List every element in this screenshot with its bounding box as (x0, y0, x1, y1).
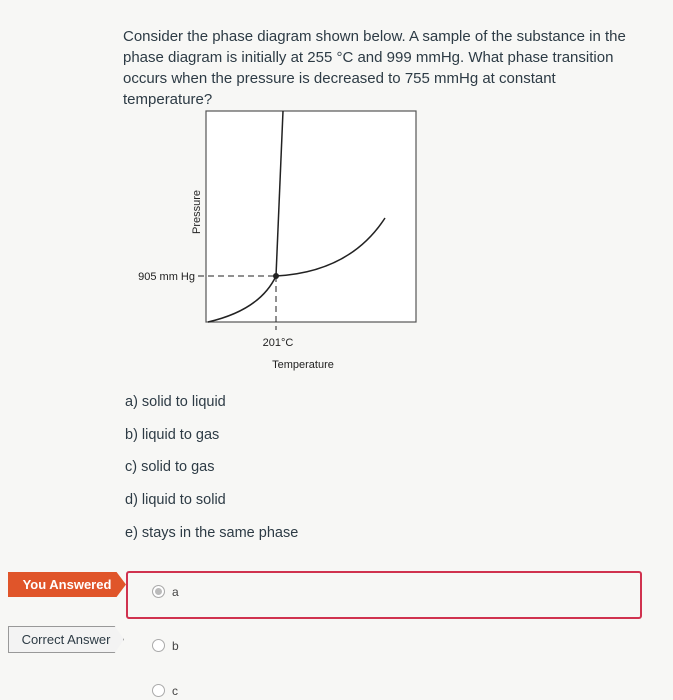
radio-label: b (172, 639, 179, 653)
option: d) liquid to solid (125, 492, 226, 508)
option: c) solid to gas (125, 459, 215, 475)
option: b) liquid to gas (125, 427, 220, 443)
phase-diagram: 905 mm Hg Pressure 201°C Temperature (138, 110, 417, 371)
diagram-frame (205, 110, 417, 323)
radio[interactable] (152, 639, 165, 652)
radio[interactable] (152, 585, 165, 598)
correct-answer-tag: Correct Answer (8, 626, 124, 653)
vaporization-curve (275, 217, 386, 277)
question-text: Consider the phase diagram shown below. … (123, 28, 626, 108)
x-axis-label: Temperature (272, 359, 334, 371)
answer-box (126, 571, 642, 619)
fusion-line (275, 110, 284, 277)
y-axis-label: Pressure (191, 190, 203, 234)
you-answered-tag: You Answered (8, 572, 126, 597)
temperature-label: 201°C (263, 337, 294, 349)
sublimation-curve (207, 275, 277, 323)
option: e) stays in the same phase (125, 525, 299, 541)
triple-point (273, 273, 279, 279)
radio-label: a (172, 585, 179, 599)
radio[interactable] (152, 684, 165, 697)
pressure-label: 905 mm Hg (138, 271, 195, 283)
option: a) solid to liquid (125, 394, 226, 410)
guide-lines (198, 275, 277, 330)
radio-label: c (172, 684, 178, 698)
